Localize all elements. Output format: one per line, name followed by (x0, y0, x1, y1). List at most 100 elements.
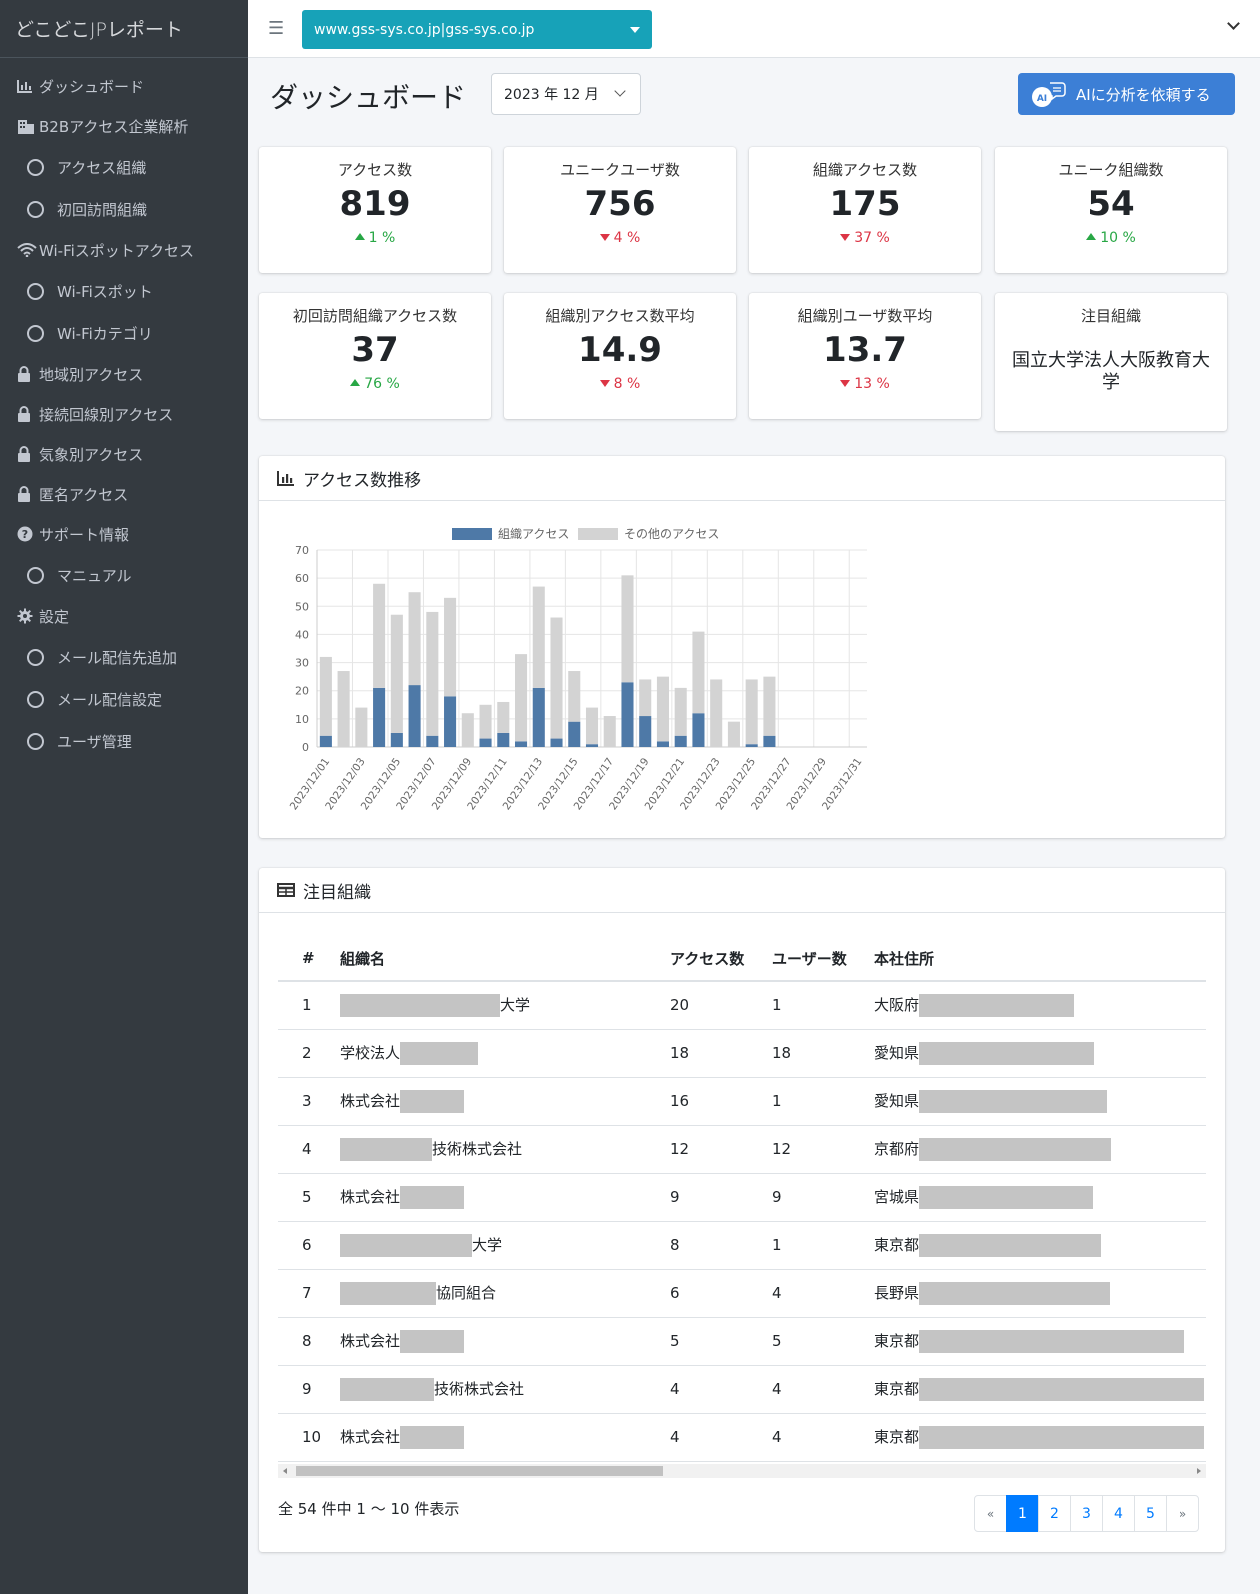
table-row[interactable]: 3 株式会社 16 1 愛知県 (278, 1077, 1206, 1126)
bar-org-access (532, 687, 545, 747)
address-pref: 京都府 (874, 1139, 920, 1158)
sidebar-item-5[interactable]: Wi-Fiスポット (0, 270, 248, 312)
org-name-cell[interactable]: 技術株式会社 (340, 1125, 670, 1174)
table-row[interactable]: 8 株式会社 5 5 東京都 (278, 1317, 1206, 1366)
redacted-block (919, 1137, 1112, 1161)
redacted-block (340, 1281, 436, 1305)
org-name-cell[interactable]: 学校法人 (340, 1029, 670, 1078)
address-cell: 愛知県 (874, 1077, 1206, 1126)
sidebar-item-3[interactable]: 初回訪問組織 (0, 188, 248, 230)
table-row[interactable]: 10 株式会社 4 4 東京都 (278, 1413, 1206, 1462)
stat-change-value: 37 % (854, 230, 890, 246)
org-name-cell[interactable]: 株式会社 (340, 1077, 670, 1126)
sidebar-item-16[interactable]: ユーザ管理 (0, 720, 248, 762)
stat-change-value: 10 % (1100, 230, 1136, 246)
org-name-cell[interactable]: 株式会社 (340, 1317, 670, 1366)
scroll-right-icon[interactable] (1197, 1468, 1201, 1474)
sidebar-item-7[interactable]: 地域別アクセス (0, 354, 248, 394)
bar-other-access (603, 716, 616, 747)
user-count: 4 (772, 1365, 874, 1414)
pagination-page[interactable]: 2 (1038, 1495, 1071, 1532)
sidebar-item-6[interactable]: Wi-Fiカテゴリ (0, 312, 248, 354)
brand-title[interactable]: どこどこJPレポート (0, 0, 248, 58)
stat-card: ユニークユーザ数 756 4 % (504, 147, 736, 273)
sidebar-item-2[interactable]: アクセス組織 (0, 146, 248, 188)
domain-select[interactable]: www.gss-sys.co.jp|gss-sys.co.jp (302, 10, 652, 49)
bar-other-access (674, 687, 687, 736)
sidebar-item-15[interactable]: メール配信設定 (0, 678, 248, 720)
sidebar-item-8[interactable]: 接続回線別アクセス (0, 394, 248, 434)
pagination-page[interactable]: 5 (1134, 1495, 1167, 1532)
org-name-cell[interactable]: 大学 (340, 1221, 670, 1270)
redacted-block (919, 1233, 1102, 1257)
pagination-prev[interactable]: « (974, 1495, 1007, 1532)
access-count: 20 (670, 981, 772, 1030)
access-count: 16 (670, 1077, 772, 1126)
table-row[interactable]: 2 学校法人 18 18 愛知県 (278, 1029, 1206, 1078)
org-name-prefix: 株式会社 (340, 1091, 401, 1110)
scroll-left-icon[interactable] (283, 1468, 287, 1474)
org-name-suffix: 協同組合 (436, 1283, 497, 1302)
chevron-down-icon[interactable] (1227, 17, 1240, 30)
y-tick-label: 20 (295, 685, 309, 698)
table-row[interactable]: 4 技術株式会社 12 12 京都府 (278, 1125, 1206, 1174)
featured-orgs-card: 注目組織 # 組織名 アクセス数 ユーザー数 本社住所 1 大学 20 1 大阪府 2 学校法人 18… (259, 868, 1225, 1552)
y-tick-label: 40 (295, 628, 309, 641)
pagination-info: 全 54 件中 1 〜 10 件表示 (278, 1500, 460, 1518)
bar-other-access (692, 631, 705, 714)
month-select[interactable]: 2023 年 12 月 (491, 73, 641, 115)
org-name-cell[interactable]: 株式会社 (340, 1173, 670, 1222)
sidebar-item-9[interactable]: 気象別アクセス (0, 434, 248, 474)
bar-other-access (355, 707, 368, 747)
org-name-cell[interactable]: 協同組合 (340, 1269, 670, 1318)
sidebar-item-label: 地域別アクセス (39, 365, 144, 384)
sidebar-item-11[interactable]: ? サポート情報 (0, 514, 248, 554)
stat-card: アクセス数 819 1 % (259, 147, 491, 273)
bar-other-access (337, 671, 350, 747)
pagination-page[interactable]: 1 (1006, 1495, 1039, 1532)
table-header-row: # 組織名 アクセス数 ユーザー数 本社住所 (278, 936, 1206, 982)
table-icon (277, 882, 295, 898)
org-name-prefix: 学校法人 (340, 1043, 401, 1062)
triangle-up-icon (350, 379, 361, 386)
stat-change-value: 1 % (368, 230, 396, 246)
org-name-cell[interactable]: 技術株式会社 (340, 1365, 670, 1414)
scrollbar-thumb[interactable] (296, 1466, 663, 1476)
stat-card: 組織アクセス数 175 37 % (749, 147, 981, 273)
sidebar-item-13[interactable]: 設定 (0, 596, 248, 636)
sidebar-item-4[interactable]: Wi-Fiスポットアクセス (0, 230, 248, 270)
redacted-block (400, 1041, 479, 1065)
pagination-page[interactable]: 3 (1070, 1495, 1103, 1532)
featured-orgs-title: 注目組織 (303, 882, 371, 903)
horizontal-scrollbar[interactable] (278, 1464, 1206, 1478)
table-header-cell: 本社住所 (874, 936, 1206, 982)
pagination-next[interactable]: » (1166, 1495, 1199, 1532)
sidebar-item-14[interactable]: メール配信先追加 (0, 636, 248, 678)
ai-analysis-button[interactable]: AI AIに分析を依頼する (1018, 73, 1235, 115)
featured-orgs-table: # 組織名 アクセス数 ユーザー数 本社住所 1 大学 20 1 大阪府 2 学校法人 18 18 愛知県… (278, 936, 1206, 1462)
circle-icon (27, 158, 55, 176)
address-cell: 宮城県 (874, 1173, 1206, 1222)
pagination-page[interactable]: 4 (1102, 1495, 1135, 1532)
sidebar-item-10[interactable]: 匿名アクセス (0, 474, 248, 514)
bar-other-access (639, 679, 652, 717)
row-number: 8 (278, 1317, 340, 1366)
featured-org-name[interactable]: 国立大学法人大阪教育大学 (1012, 350, 1210, 393)
sidebar-item-0[interactable]: ダッシュボード (0, 66, 248, 106)
org-name-cell[interactable]: 大学 (340, 981, 670, 1030)
hamburger-menu-icon[interactable]: ☰ (268, 18, 285, 39)
bar-other-access (656, 676, 669, 742)
sidebar-item-1[interactable]: B2Bアクセス企業解析 (0, 106, 248, 146)
bar-other-access (390, 614, 403, 733)
table-row[interactable]: 5 株式会社 9 9 宮城県 (278, 1173, 1206, 1222)
bar-org-access (745, 744, 758, 747)
sidebar-item-label: サポート情報 (39, 525, 130, 544)
org-name-cell[interactable]: 株式会社 (340, 1413, 670, 1462)
table-row[interactable]: 9 技術株式会社 4 4 東京都 (278, 1365, 1206, 1414)
table-row[interactable]: 6 大学 8 1 東京都 (278, 1221, 1206, 1270)
table-row[interactable]: 7 協同組合 6 4 長野県 (278, 1269, 1206, 1318)
redacted-block (400, 1185, 465, 1209)
redacted-block (340, 993, 500, 1017)
table-row[interactable]: 1 大学 20 1 大阪府 (278, 981, 1206, 1030)
sidebar-item-12[interactable]: マニュアル (0, 554, 248, 596)
